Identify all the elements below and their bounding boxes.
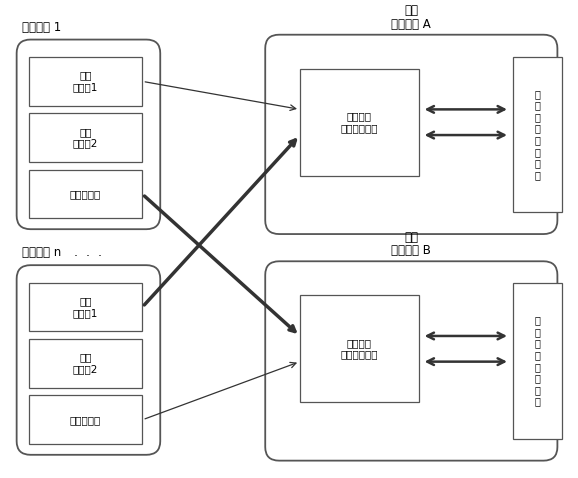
Text: 计算节点 n: 计算节点 n xyxy=(21,246,61,260)
Bar xyxy=(28,113,142,162)
Bar xyxy=(28,282,142,331)
Text: 对
外
数
据
通
讯
模
块: 对 外 数 据 通 讯 模 块 xyxy=(535,315,540,407)
Bar xyxy=(513,56,562,212)
Bar xyxy=(513,283,562,439)
Bar xyxy=(28,170,142,218)
Text: 千兆网络
交换适配模块: 千兆网络 交换适配模块 xyxy=(340,338,378,359)
FancyBboxPatch shape xyxy=(17,40,160,229)
Text: 集成适配器: 集成适配器 xyxy=(70,415,101,425)
Text: 对
外
数
据
通
讯
模
块: 对 外 数 据 通 讯 模 块 xyxy=(535,89,540,180)
Text: 交换模块 A: 交换模块 A xyxy=(391,18,431,31)
Text: 扩展
适配器1: 扩展 适配器1 xyxy=(73,71,98,92)
Text: 交换模块 B: 交换模块 B xyxy=(391,244,431,257)
Text: 网络: 网络 xyxy=(405,231,418,244)
Bar xyxy=(28,57,142,106)
Text: 计算节点 1: 计算节点 1 xyxy=(21,21,61,34)
FancyBboxPatch shape xyxy=(265,261,557,461)
Text: 扩展
适配器2: 扩展 适配器2 xyxy=(73,353,98,374)
Text: 扩展
适配器1: 扩展 适配器1 xyxy=(73,296,98,318)
FancyBboxPatch shape xyxy=(17,265,160,455)
Bar xyxy=(300,295,418,402)
Bar xyxy=(300,69,418,176)
Text: ·  ·  ·: · · · xyxy=(75,250,102,263)
Text: 集成适配器: 集成适配器 xyxy=(70,189,101,199)
Bar xyxy=(28,395,142,444)
Text: 网络: 网络 xyxy=(405,4,418,17)
Bar xyxy=(28,339,142,388)
Text: 扩展
适配器2: 扩展 适配器2 xyxy=(73,127,98,149)
FancyBboxPatch shape xyxy=(265,35,557,234)
Text: 万兆网络
交换适配模块: 万兆网络 交换适配模块 xyxy=(340,111,378,133)
